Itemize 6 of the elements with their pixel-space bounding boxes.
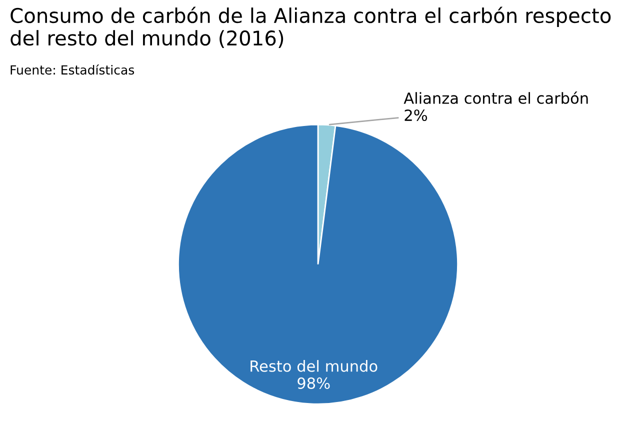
text: Fuente: Estadísticas <box>10 64 134 75</box>
slice-label: Resto del mundo <box>250 360 378 372</box>
data-label: 2% <box>404 109 428 122</box>
chart-title: Consumo de carbón de la Alianza contra el carbón respecto del resto del mundo (2016) <box>10 6 611 48</box>
data-label: 98% <box>298 377 330 389</box>
slice-label: Alianza contra el carbón <box>404 91 588 104</box>
